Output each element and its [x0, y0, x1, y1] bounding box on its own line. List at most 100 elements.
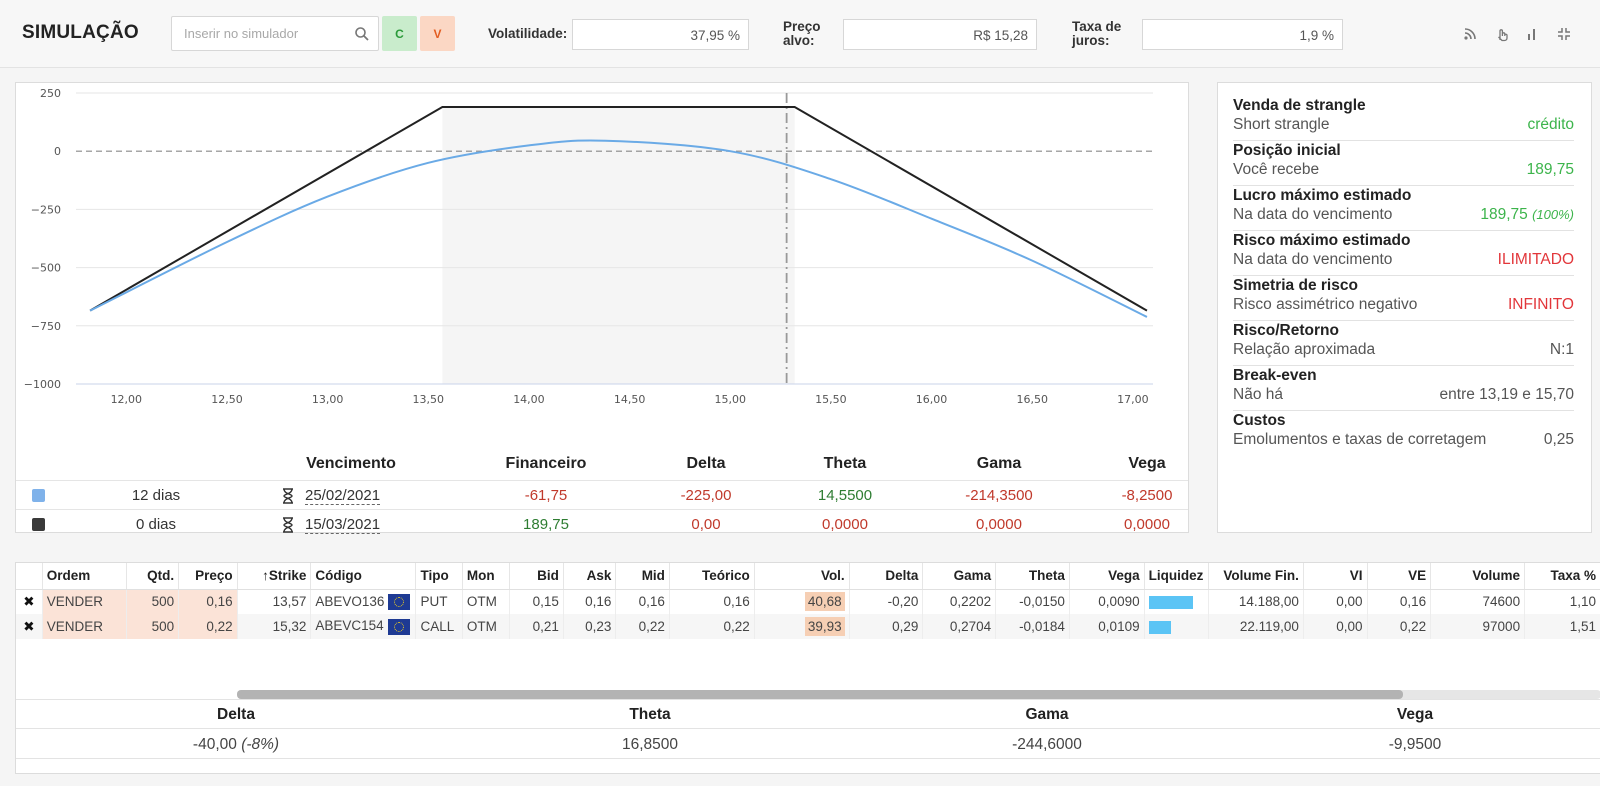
column-header[interactable]: VI — [1303, 563, 1368, 590]
volatility-field[interactable]: 37,95 % — [572, 19, 749, 50]
column-header[interactable]: Código — [310, 563, 417, 590]
column-header[interactable]: Mid — [615, 563, 670, 590]
order-price[interactable]: 0,22 — [178, 614, 238, 639]
column-header[interactable]: Ordem — [42, 563, 127, 590]
total-vega-value: -9,9500 — [1388, 736, 1442, 753]
payoff-chart[interactable]: 250 0 −250 −500 −750 −1000 12,00 12,50 13,00 13,5… — [16, 83, 1188, 445]
horizontal-scrollbar[interactable] — [237, 690, 1600, 699]
order-qty[interactable]: 500 — [126, 589, 180, 614]
column-header[interactable]: Volume Fin. — [1208, 563, 1304, 590]
interest-rate-field[interactable]: 1,9 % — [1142, 19, 1343, 50]
expiry-date-picker[interactable]: 15/03/2021 — [305, 516, 381, 534]
bar-chart-icon[interactable] — [1524, 26, 1540, 42]
expiry-date-picker[interactable]: 25/02/2021 — [305, 487, 381, 505]
order-row[interactable]: ✖ VENDER 500 0,16 13,57 ABEVO136 PUT OTM… — [16, 589, 1600, 614]
order-row[interactable]: ✖ VENDER 500 0,22 15,32 ABEVC154 CALL OT… — [16, 614, 1600, 639]
column-header[interactable]: Mon — [462, 563, 511, 590]
orders-table: Ordem Qtd. Preço ↑Strike Código Tipo Mon… — [16, 563, 1600, 639]
expiry-date[interactable]: 25/02/2021 — [305, 487, 381, 505]
bid: 0,15 — [509, 589, 564, 614]
strategy-summary-panel: Venda de strangle Short strangle crédito… — [1217, 82, 1592, 533]
strike: 15,32 — [237, 614, 312, 639]
search-input[interactable] — [184, 26, 349, 41]
column-header[interactable]: Delta — [849, 563, 924, 590]
column-header[interactable]: Taxa % — [1524, 563, 1600, 590]
target-price-field[interactable]: R$ 15,28 — [843, 19, 1037, 50]
theta-value: 14,5500 — [817, 487, 873, 504]
code-cell[interactable]: ABEVO136 — [310, 589, 417, 614]
rate: 1,10 — [1524, 589, 1600, 614]
payoff-chart-panel: 250 0 −250 −500 −750 −1000 12,00 12,50 13,00 13,5… — [15, 82, 1189, 534]
order-price[interactable]: 0,16 — [178, 589, 238, 614]
hourglass-icon — [283, 488, 293, 504]
column-header[interactable]: Vega — [1069, 563, 1145, 590]
summary-title: Risco/Retorno — [1233, 322, 1339, 339]
ask: 0,23 — [563, 614, 617, 639]
column-header[interactable]: Teórico — [669, 563, 755, 590]
summary-subtitle: Short strangle — [1233, 116, 1330, 133]
volume: 97000 — [1430, 614, 1526, 639]
remove-order-icon[interactable]: ✖ — [16, 614, 43, 639]
column-header[interactable]: Tipo — [415, 563, 463, 590]
liquidity-cell — [1144, 589, 1209, 614]
column-header[interactable]: Ask — [563, 563, 617, 590]
column-header[interactable]: Bid — [509, 563, 564, 590]
summary-value-group: 189,75 (100%) — [1480, 206, 1574, 224]
column-header[interactable]: Vol. — [754, 563, 850, 590]
column-header[interactable]: VE — [1367, 563, 1432, 590]
volume-fin: 14.188,00 — [1208, 589, 1304, 614]
column-header[interactable]: Volume — [1430, 563, 1526, 590]
x-tick-label: 14,50 — [614, 393, 646, 406]
delta: -0,20 — [849, 589, 924, 614]
summary-value: 0,25 — [1543, 431, 1574, 448]
order-side[interactable]: VENDER — [42, 614, 127, 639]
total-theta-value: 16,8500 — [621, 736, 679, 753]
remove-order-icon[interactable]: ✖ — [16, 589, 43, 614]
code-cell[interactable]: ABEVC154 — [310, 614, 417, 639]
y-tick-label: −750 — [31, 320, 61, 333]
summary-subtitle: Não há — [1233, 386, 1283, 403]
expiry-date[interactable]: 15/03/2021 — [305, 516, 381, 534]
expiry-header: Vencimento — [306, 455, 396, 472]
summary-value: ILIMITADO — [1497, 251, 1574, 268]
buy-button[interactable]: C — [382, 16, 417, 51]
sorted-column-header[interactable]: ↑Strike — [237, 563, 312, 590]
financial-header: Financeiro — [505, 455, 587, 472]
order-side[interactable]: VENDER — [42, 589, 127, 614]
theta: -0,0150 — [995, 589, 1070, 614]
liquidity-bar — [1148, 596, 1193, 610]
column-header[interactable]: Preço — [178, 563, 238, 590]
rss-icon[interactable] — [1462, 26, 1478, 42]
summary-value: 189,75 — [1480, 206, 1528, 223]
search-box[interactable] — [171, 16, 379, 51]
column-header[interactable]: Liquidez — [1144, 563, 1209, 590]
y-tick-label: −500 — [31, 262, 61, 275]
search-icon[interactable] — [354, 26, 370, 42]
vega-value: -8,2500 — [1121, 487, 1173, 504]
orders-panel: Ordem Qtd. Preço ↑Strike Código Tipo Mon… — [15, 562, 1600, 774]
column-header[interactable]: Theta — [995, 563, 1070, 590]
option-code: ABEVO136 — [315, 593, 385, 609]
option-code: ABEVC154 — [315, 618, 384, 634]
orders-header-row: Ordem Qtd. Preço ↑Strike Código Tipo Mon… — [16, 563, 1600, 590]
vol-cell: 39,93 — [754, 614, 850, 639]
summary-title: Simetria de risco — [1233, 277, 1358, 294]
sell-button[interactable]: V — [420, 16, 455, 51]
compress-icon[interactable] — [1556, 26, 1572, 42]
summary-strategy: Venda de strangle Short strangle crédito — [1233, 97, 1574, 141]
scrollbar-thumb[interactable] — [237, 690, 1403, 699]
european-flag-icon — [387, 618, 410, 635]
ve: 0,16 — [1367, 589, 1432, 614]
x-tick-label: 13,50 — [413, 393, 445, 406]
order-qty[interactable]: 500 — [126, 614, 180, 639]
total-delta-value: -40,00 — [192, 736, 237, 753]
bid: 0,21 — [509, 614, 564, 639]
summary-value: N:1 — [1549, 341, 1574, 358]
column-header[interactable]: Qtd. — [126, 563, 180, 590]
vega: 0,0109 — [1069, 614, 1145, 639]
summary-title: Risco máximo estimado — [1233, 232, 1411, 249]
ve: 0,22 — [1367, 614, 1432, 639]
column-header[interactable]: Gama — [922, 563, 997, 590]
touch-icon[interactable] — [1494, 26, 1510, 42]
theta: -0,0184 — [995, 614, 1070, 639]
